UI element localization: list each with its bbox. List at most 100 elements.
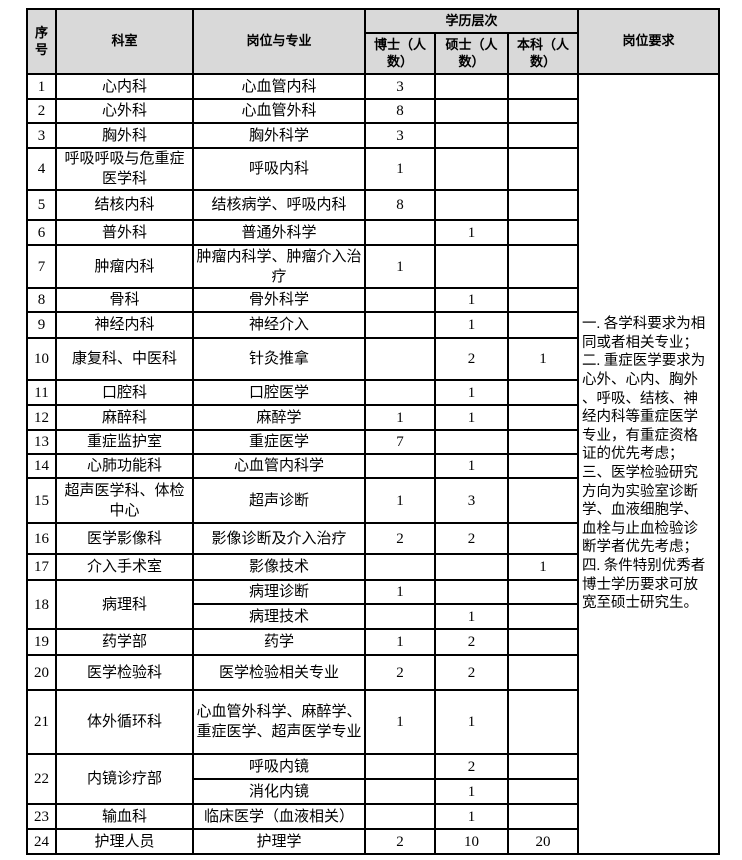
row-master-count — [434, 122, 509, 149]
row-bachelor-count — [506, 477, 580, 524]
requirements-line: 同或者相关专业； — [582, 334, 699, 351]
row-bachelor-count — [506, 654, 580, 691]
row-bachelor-count — [506, 753, 580, 780]
header-phd: 博士（人数） — [364, 32, 436, 75]
row-dept: 肿瘤内科 — [55, 244, 194, 289]
row-position: 肿瘤内科学、肿瘤介入治疗 — [192, 244, 366, 289]
table-row: 23 输血科 临床医学（血液相关） 1 — [26, 803, 719, 830]
row-phd-count: 8 — [364, 98, 436, 124]
row-no: 16 — [26, 522, 57, 555]
row-bachelor-count — [506, 147, 580, 191]
requirements-line: 一. 各学科要求为相 — [582, 316, 706, 333]
row-no: 14 — [26, 453, 57, 479]
requirements-line: 三、医学检验研究 — [582, 465, 699, 481]
table-row: 4 呼吸呼吸与危重症医学科 呼吸内科 1 — [26, 147, 719, 191]
row-position: 针灸推拿 — [192, 337, 366, 381]
row-dept: 输血科 — [55, 803, 194, 830]
row-no: 5 — [26, 189, 57, 221]
row-phd-count: 2 — [364, 828, 436, 855]
row-dept: 医学检验科 — [55, 654, 194, 691]
row-position: 心血管内科 — [192, 73, 366, 100]
table-row: 8 骨科 骨外科学 1 — [26, 287, 719, 313]
table-row: 5 结核内科 结核病学、呼吸内科 8 — [26, 189, 719, 221]
row-master-count — [434, 98, 509, 124]
row-position: 呼吸内科 — [192, 147, 366, 191]
row-phd-count — [364, 778, 436, 805]
row-phd-count: 3 — [364, 73, 436, 100]
table-row: 3 胸外科 胸外科学 3 — [26, 122, 719, 149]
row-no: 8 — [26, 287, 57, 313]
row-phd-count: 1 — [364, 477, 436, 524]
row-phd-count: 3 — [364, 122, 436, 149]
row-phd-count: 1 — [364, 628, 436, 656]
row-position: 超声诊断 — [192, 477, 366, 524]
row-phd-count — [364, 753, 436, 780]
row-no: 10 — [26, 337, 57, 381]
row-position: 心血管外科 — [192, 98, 366, 124]
row-master-count: 2 — [434, 753, 509, 780]
table-row: 1 心内科 心血管内科 3 一. 各学科要求为相 同或者相关专业； 二. 重症医学要求为 心外… — [26, 73, 721, 855]
row-bachelor-count — [506, 778, 580, 805]
row-no: 7 — [26, 244, 57, 289]
row-phd-count: 1 — [364, 244, 436, 289]
row-dept: 麻醉科 — [55, 404, 194, 431]
row-position: 影像诊断及介入治疗 — [192, 522, 366, 555]
row-position: 医学检验相关专业 — [192, 654, 366, 691]
requirements-line: 经内科等重症医学 — [582, 409, 699, 426]
row-phd-count — [364, 287, 436, 313]
header-dept: 科室 — [55, 8, 194, 75]
row-phd-count: 7 — [364, 429, 436, 455]
row-master-count — [434, 73, 509, 100]
row-master-count — [434, 244, 509, 289]
row-phd-count: 1 — [364, 147, 436, 191]
row-no: 11 — [26, 379, 57, 406]
row-phd-count: 1 — [364, 404, 436, 431]
row-position: 病理诊断 — [192, 579, 366, 605]
row-dept: 心内科 — [55, 73, 194, 100]
row-dept: 重症监护室 — [55, 429, 194, 455]
row-master-count: 1 — [434, 287, 509, 313]
row-master-count — [434, 553, 509, 581]
table-row: 24 护理人员 护理学 2 10 20 — [26, 828, 719, 855]
row-master-count: 2 — [434, 337, 509, 381]
table-row: 病理技术 1 — [27, 603, 719, 630]
table-row: 17 介入手术室 影像技术 1 — [26, 553, 719, 581]
row-position: 护理学 — [192, 828, 366, 855]
table-row: 11 口腔科 口腔医学 1 — [26, 379, 719, 406]
row-phd-count — [364, 311, 436, 339]
row-master-count: 1 — [434, 603, 509, 630]
table-row: 10 康复科、中医科 针灸推拿 2 1 — [26, 337, 719, 381]
row-master-count — [434, 189, 509, 221]
table-row: 20 医学检验科 医学检验相关专业 2 2 — [26, 654, 719, 691]
row-master-count: 1 — [434, 778, 509, 805]
row-bachelor-count — [506, 244, 580, 289]
row-master-count: 2 — [434, 628, 509, 656]
header-bachelor: 本科（人数） — [506, 32, 580, 75]
row-position: 麻醉学 — [192, 404, 366, 431]
row-no: 6 — [26, 219, 57, 246]
row-bachelor-count — [506, 404, 580, 431]
row-no: 23 — [26, 803, 57, 830]
row-bachelor-count — [506, 311, 580, 339]
row-phd-count: 1 — [364, 579, 436, 605]
row-bachelor-count — [506, 287, 580, 313]
row-no: 2 — [26, 98, 57, 124]
row-no: 13 — [26, 429, 57, 455]
row-dept: 体外循环科 — [55, 689, 194, 755]
row-position: 临床医学（血液相关） — [192, 803, 366, 830]
row-dept: 护理人员 — [55, 828, 194, 855]
row-no: 20 — [26, 654, 57, 691]
row-phd-count: 2 — [364, 654, 436, 691]
row-dept: 呼吸呼吸与危重症医学科 — [55, 147, 194, 191]
table-row: 9 神经内科 神经介入 1 — [26, 311, 719, 339]
table-row: 21 体外循环科 心血管外科学、麻醉学、重症医学、超声医学专业 1 1 — [26, 689, 719, 755]
row-phd-count: 2 — [364, 522, 436, 555]
requirements-line: 方向为实验室诊断 — [582, 483, 699, 500]
row-bachelor-count — [506, 429, 580, 455]
row-position: 骨外科学 — [192, 287, 366, 313]
row-master-count: 1 — [434, 311, 509, 339]
table-row: 7 肿瘤内科 肿瘤内科学、肿瘤介入治疗 1 — [26, 244, 719, 289]
table-row: 2 心外科 心血管外科 8 — [26, 98, 719, 124]
recruitment-table: 序号 科室 岗位与专业 学历层次 岗位要求 博士（人数） 硕士（人数） 本科（人… — [26, 8, 721, 855]
table-row: 16 医学影像科 影像诊断及介入治疗 2 2 — [26, 522, 719, 555]
